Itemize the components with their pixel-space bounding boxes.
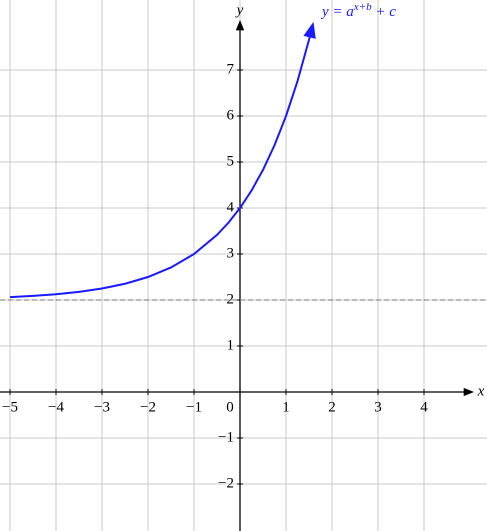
x-tick-label: 1 [282, 399, 290, 415]
curve-label-exp: x+b [353, 1, 372, 13]
x-tick-label: −3 [94, 399, 110, 415]
y-axis-label: y [235, 2, 244, 18]
x-tick-label: 4 [420, 399, 428, 415]
y-tick-label: −2 [218, 475, 234, 491]
curve-label-base: y = a [320, 4, 354, 20]
x-tick-label: −2 [140, 399, 156, 415]
y-tick-label: 7 [227, 61, 235, 77]
curve-label: y = ax+b + c [320, 1, 396, 21]
x-tick-label: 3 [374, 399, 382, 415]
x-tick-label: 2 [328, 399, 336, 415]
y-tick-label: 5 [227, 153, 235, 169]
x-tick-label: −1 [186, 399, 202, 415]
curve-label-tail: + c [372, 4, 397, 20]
x-tick-label: 0 [226, 399, 234, 415]
y-tick-label: 6 [227, 107, 235, 123]
x-tick-label: −4 [48, 399, 64, 415]
y-tick-label: 1 [227, 337, 235, 353]
curve [9, 21, 316, 299]
y-tick-label: 3 [227, 245, 235, 261]
y-tick-label: 4 [227, 199, 235, 215]
x-tick-label: −5 [2, 399, 18, 415]
y-tick-label: −1 [218, 429, 234, 445]
marks: −5 −4 −3 −2 −1 0 1 2 3 4 −2 −1 1 2 3 4 5 6 7 [0, 19, 487, 531]
x-axis-label: x [477, 383, 485, 399]
y-tick-label: 2 [227, 291, 235, 307]
